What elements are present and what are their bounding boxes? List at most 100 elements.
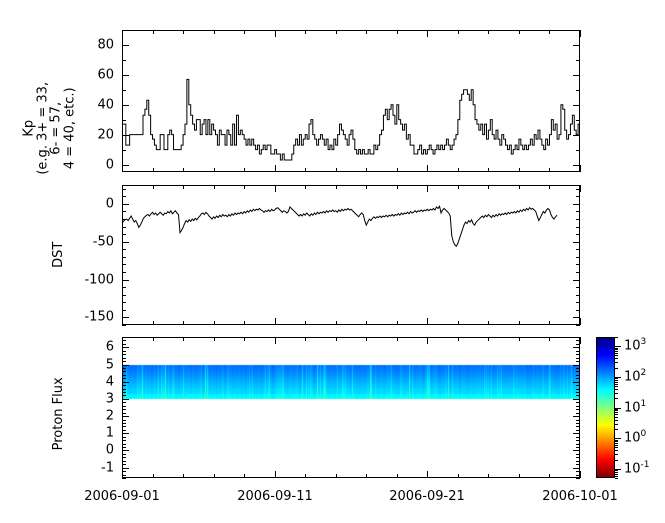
proton-flux-ytick-minor [122, 409, 126, 410]
colorbar-tick [615, 349, 618, 350]
proton-flux-xtick [488, 474, 489, 478]
proton-flux-ytick-minor [122, 478, 126, 479]
proton-flux-ytick-label: -1 [101, 460, 114, 476]
proton-flux-ytick-label: 2 [105, 408, 114, 424]
proton-flux-xtick [397, 474, 398, 478]
dst-xtick [580, 318, 581, 325]
colorbar-tick [615, 358, 618, 359]
dst-ytick-minor [122, 196, 126, 197]
colorbar-tick [615, 450, 618, 451]
dst-xtick [214, 321, 215, 325]
proton-flux-xtick [244, 337, 245, 341]
proton-flux-ytick-minor [576, 454, 580, 455]
colorbar-tick [615, 368, 618, 369]
proton-flux-xtick [549, 474, 550, 478]
dst-ytick-major [122, 317, 129, 318]
kp-xtick [336, 30, 337, 34]
colorbar-tick [615, 420, 618, 421]
dst-ytick-minor [576, 325, 580, 326]
kp-ytick-minor [122, 150, 126, 151]
kp-ytick-major [573, 135, 580, 136]
proton-flux-ytick-minor [576, 344, 580, 345]
dst-ytick-minor [576, 264, 580, 265]
proton-flux-xtick [458, 474, 459, 478]
kp-xtick [427, 30, 428, 37]
dst-xtick [397, 185, 398, 189]
proton-flux-ytick-minor [576, 464, 580, 465]
proton-flux-ytick-major [122, 347, 129, 348]
kp-xtick [214, 30, 215, 34]
proton-flux-ytick-label: 1 [105, 425, 114, 441]
dst-xtick [336, 185, 337, 189]
proton-flux-ytick-minor [122, 361, 126, 362]
colorbar-tick [615, 445, 618, 446]
colorbar-tick-mantissa: 10 [624, 369, 641, 385]
proton-flux-ytick-minor [122, 389, 126, 390]
kp-xtick [244, 168, 245, 172]
proton-flux-ytick-minor [122, 423, 126, 424]
dst-ytick-label: -150 [84, 309, 114, 325]
dst-xtick [397, 321, 398, 325]
dst-ytick-label: -50 [92, 234, 114, 250]
proton-flux-ytick-minor [576, 378, 580, 379]
dst-xtick [458, 321, 459, 325]
colorbar-tick [615, 474, 618, 475]
dst-ytick-minor [576, 272, 580, 273]
proton-flux-ytick-minor [122, 475, 126, 476]
colorbar-tick-mantissa: 10 [624, 400, 641, 416]
dst-ytick-minor [122, 234, 126, 235]
proton-flux-xtick [488, 337, 489, 341]
kp-ytick-major [122, 45, 129, 46]
dst-xtick [153, 185, 154, 189]
proton-flux-ytick-minor [576, 426, 580, 427]
proton-flux-ytick-major [122, 450, 129, 451]
kp-ytick-minor [576, 120, 580, 121]
xtick-label: 2006-09-01 [84, 489, 160, 504]
dst-xtick [336, 321, 337, 325]
dst-ytick-minor [576, 295, 580, 296]
proton-flux-ytick-minor [122, 426, 126, 427]
kp-xtick [366, 30, 367, 34]
dst-xtick [122, 185, 123, 192]
dst-xtick [244, 321, 245, 325]
proton-flux-xtick [336, 474, 337, 478]
dst-ytick-major [122, 242, 129, 243]
proton-flux-xtick [427, 471, 428, 478]
dst-ytick-minor [576, 287, 580, 288]
kp-ytick-minor [122, 90, 126, 91]
colorbar-tick-exponent: 2 [640, 368, 647, 379]
proton-flux-ytick-minor [576, 392, 580, 393]
kp-ytick-label: 40 [97, 97, 114, 113]
kp-ytick-minor [122, 30, 126, 31]
proton-flux-ytick-minor [122, 340, 126, 341]
kp-xtick [214, 168, 215, 172]
kp-xtick [336, 168, 337, 172]
proton-flux-ytick-minor [122, 354, 126, 355]
kp-ytick-major [573, 45, 580, 46]
proton-flux-ytick-major [573, 365, 580, 366]
proton-flux-ytick-major [122, 468, 129, 469]
proton-flux-ytick-minor [576, 358, 580, 359]
proton-flux-ytick-label: 6 [105, 339, 114, 355]
proton-flux-ytick-minor [576, 406, 580, 407]
colorbar-tick [615, 389, 618, 390]
dst-ytick-minor [576, 196, 580, 197]
proton-flux-ytick-minor [576, 444, 580, 445]
kp-ytick-major [573, 165, 580, 166]
proton-flux-xtick [580, 471, 581, 478]
proton-flux-ytick-minor [576, 371, 580, 372]
kp-xtick [519, 168, 520, 172]
colorbar-tick [615, 380, 618, 381]
dst-ytick-minor [576, 302, 580, 303]
colorbar-tick [615, 355, 618, 356]
proton-flux-ytick-minor [576, 354, 580, 355]
dst-ytick-major [573, 242, 580, 243]
colorbar-tick-exponent: 1 [640, 399, 647, 410]
proton-flux-ytick-major [573, 347, 580, 348]
proton-flux-ytick-minor [122, 420, 126, 421]
kp-xtick [488, 30, 489, 34]
dst-xtick [549, 185, 550, 189]
proton-flux-xtick [153, 337, 154, 341]
proton-flux-ytick-minor [122, 457, 126, 458]
